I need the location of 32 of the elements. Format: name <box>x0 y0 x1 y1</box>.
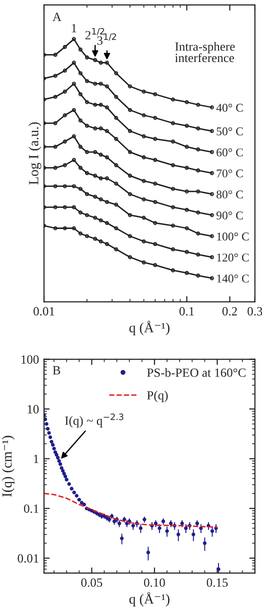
annotation: I(q) ~ q$^{−2.3}$ <box>65 414 124 428</box>
x-tick-label: 0.1 <box>179 307 194 316</box>
y-axis-title: Log I (a.u.) <box>28 122 42 185</box>
series-label: 40° C <box>216 104 243 112</box>
y-axis-title: I(q) (cm⁻¹) <box>2 436 14 497</box>
annotation: Intra-sphere interference <box>175 42 235 62</box>
series-label: 50° C <box>216 127 243 136</box>
x-tick-label: 0.01 <box>34 307 54 316</box>
y-tick-label: 1 <box>34 454 38 464</box>
x-axis-title: q (Å⁻¹) <box>129 592 170 606</box>
series-label: 100° C <box>217 232 249 240</box>
series-label: 70° C <box>216 169 243 178</box>
annotation: 1 <box>72 24 76 32</box>
y-tick-label: 0.1 <box>24 504 38 513</box>
text: A <box>52 12 62 21</box>
x-tick-label: 0.2 <box>222 307 237 316</box>
series-label: 120° C <box>217 254 249 262</box>
series-label: 60° C <box>216 148 243 156</box>
x-tick-label: 0.05 <box>81 578 102 587</box>
annotation: B <box>52 366 60 374</box>
x-tick-label: 0.10 <box>144 578 165 587</box>
legend-label: PS-b-PEO at 160°C <box>147 368 246 377</box>
x-tick-label: 0.15 <box>206 578 228 587</box>
x-tick-label: 0.3 <box>248 307 262 316</box>
series-label: 90° C <box>216 211 243 220</box>
legend-label: P(q) <box>147 390 168 402</box>
series-label: 80° C <box>216 190 243 198</box>
series-label: 140° C <box>217 274 249 283</box>
y-tick-label: 0.01 <box>18 554 38 563</box>
x-axis-title: q (Å⁻¹) <box>129 320 170 336</box>
y-tick-label: 10 <box>28 405 39 414</box>
y-tick-label: 100 <box>22 355 39 364</box>
